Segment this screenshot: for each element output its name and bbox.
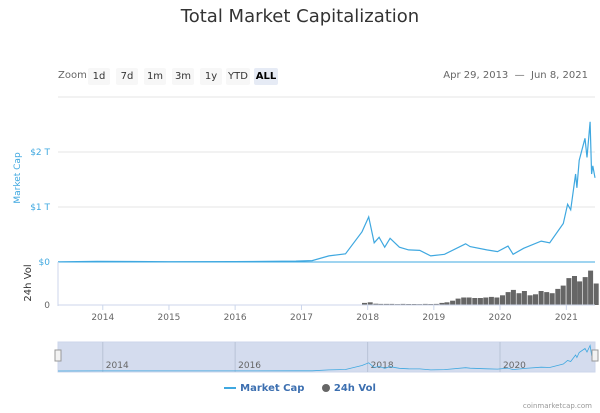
volume-bar (439, 302, 445, 305)
x-tick-label: 2018 (356, 313, 379, 323)
volume-bar (516, 293, 522, 305)
zoom-button-ytd[interactable]: YTD (226, 68, 250, 85)
y-axis-title: Market Cap (13, 152, 23, 204)
volume-bar (367, 302, 373, 305)
volume-bar (544, 292, 550, 305)
volume-bar (384, 303, 389, 305)
volume-bar (373, 303, 379, 305)
legend: Market Cap 24h Vol (0, 383, 600, 394)
volume-bar (588, 270, 594, 305)
volume-bar (560, 285, 566, 305)
volume-bar (505, 292, 511, 305)
volume-bar (488, 296, 494, 305)
volume-bar (538, 291, 544, 305)
zoom-button-7d[interactable]: 7d (116, 68, 138, 85)
zoom-button-1d[interactable]: 1d (88, 68, 110, 85)
zoom-button-1y[interactable]: 1y (200, 68, 222, 85)
chart-title: Total Market Capitalization (180, 6, 420, 27)
x-tick-label: 2017 (290, 313, 313, 323)
x-tick-label: 2020 (489, 313, 512, 323)
x-tick-label: 2019 (422, 313, 445, 323)
volume-bar (422, 303, 428, 305)
volume-bar (593, 283, 599, 305)
navigator-tick-label: 2016 (238, 361, 261, 371)
navigator-handle-left[interactable] (54, 349, 62, 362)
legend-item-24h-vol[interactable]: 24h Vol (321, 383, 376, 394)
volume-bar (362, 302, 367, 305)
y-tick-2t: $2 T (30, 148, 50, 158)
volume-bar (444, 302, 450, 305)
navigator-line (57, 344, 596, 372)
volume-bar (400, 303, 406, 305)
volume-bar (433, 303, 439, 305)
x-tick-label: 2015 (158, 313, 181, 323)
navigator-window[interactable] (57, 341, 596, 373)
navigator-tick-label: 2020 (503, 361, 526, 371)
volume-bar (527, 295, 533, 305)
volume-bar (500, 295, 505, 305)
line-swatch-icon (224, 387, 237, 389)
legend-item-market-cap[interactable]: Market Cap (224, 383, 304, 394)
volume-bar (378, 303, 384, 305)
volume-bar (494, 297, 500, 305)
volume-bar (521, 291, 527, 305)
dot-swatch-icon (321, 384, 330, 392)
x-tick-label: 2021 (555, 313, 578, 323)
zoom-button-1m[interactable]: 1m (144, 68, 166, 85)
volume-bar (389, 303, 395, 305)
market-cap-line (57, 121, 596, 263)
range-to[interactable]: Jun 8, 2021 (531, 70, 588, 81)
zoom-button-all[interactable]: ALL (254, 68, 278, 85)
y-tick-0: $0 (39, 258, 51, 268)
volume-bar (582, 277, 588, 305)
vol-axis-title: 24h Vol (23, 264, 34, 301)
volume-bar (577, 281, 583, 306)
volume-bar (566, 278, 572, 305)
volume-bar (572, 276, 577, 305)
range-from[interactable]: Apr 29, 2013 (443, 70, 509, 81)
volume-bar (461, 297, 467, 305)
volume-bar (510, 289, 516, 305)
volume-bar (477, 298, 483, 305)
y-tick-1t: $1 T (30, 203, 50, 213)
vol-tick-0: 0 (44, 301, 50, 311)
zoom-label: Zoom (58, 70, 87, 81)
date-range: Apr 29, 2013 — Jun 8, 2021 (443, 70, 588, 81)
volume-bar (533, 294, 538, 306)
range-separator: — (514, 70, 525, 81)
x-tick-label: 2014 (91, 313, 114, 323)
x-tick-label: 2016 (224, 313, 247, 323)
navigator-tick-label: 2018 (371, 361, 394, 371)
volume-bar (483, 297, 489, 305)
zoom-button-3m[interactable]: 3m (172, 68, 194, 85)
volume-bar (455, 298, 461, 306)
volume-bar (450, 300, 456, 305)
volume-bar (549, 293, 555, 305)
credit-link[interactable]: coinmarketcap.com (522, 402, 592, 410)
navigator-handle-right[interactable] (591, 349, 599, 362)
navigator-tick-label: 2014 (106, 361, 129, 371)
volume-bar (466, 297, 472, 305)
volume-bar (555, 288, 561, 305)
volume-bar (472, 298, 478, 305)
